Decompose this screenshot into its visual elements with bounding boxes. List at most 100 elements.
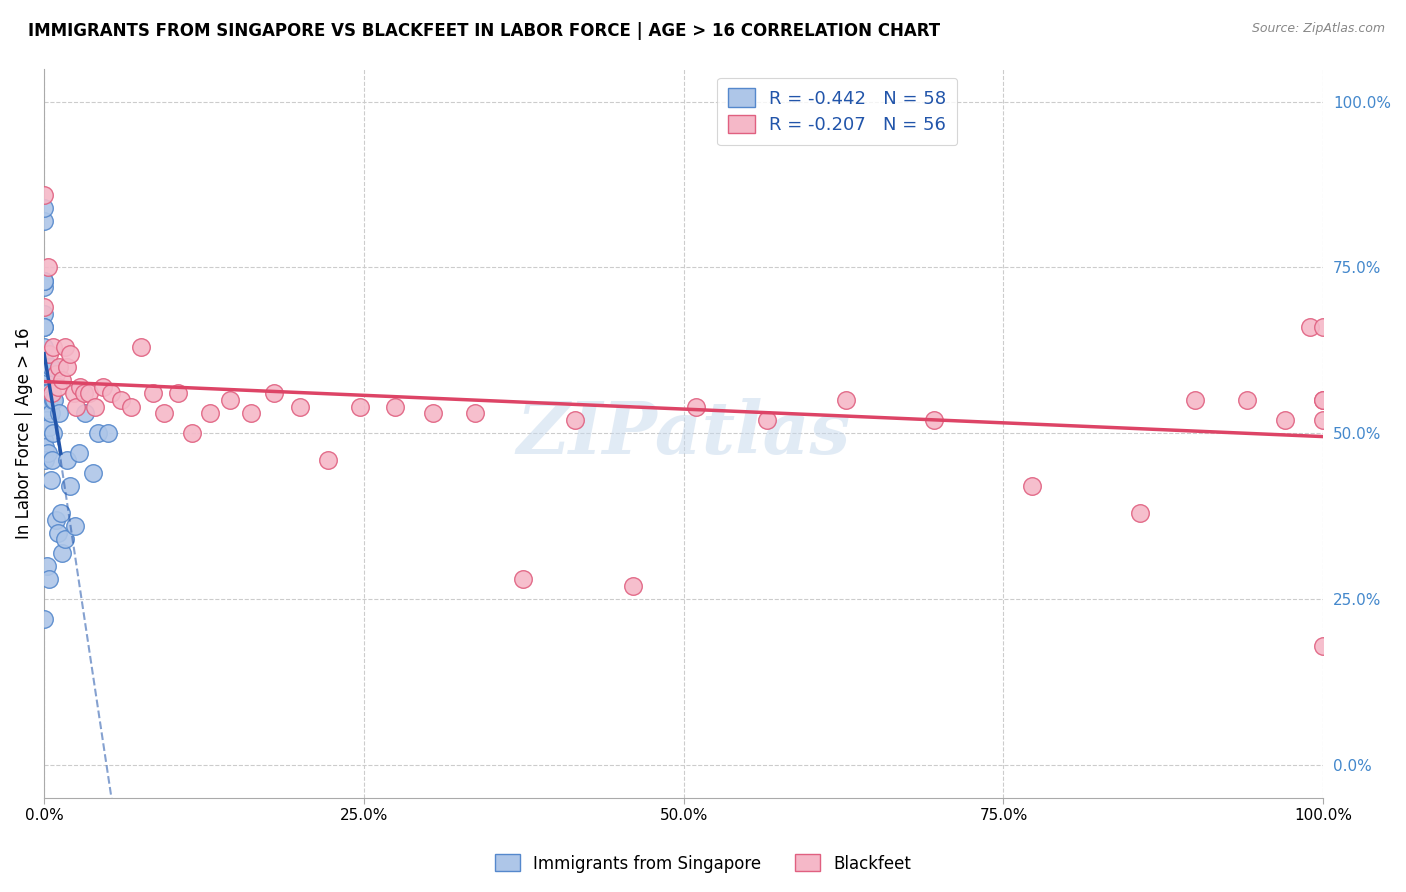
Point xyxy=(32,274,55,288)
Point xyxy=(464,406,486,420)
Text: IMMIGRANTS FROM SINGAPORE VS BLACKFEET IN LABOR FORCE | AGE > 16 CORRELATION CHA: IMMIGRANTS FROM SINGAPORE VS BLACKFEET I… xyxy=(28,22,941,40)
Point xyxy=(59,479,82,493)
Point xyxy=(32,320,55,334)
Point xyxy=(1312,393,1334,408)
Point xyxy=(51,373,73,387)
Point xyxy=(34,452,56,467)
Point xyxy=(835,393,858,408)
Point xyxy=(32,353,55,368)
Point xyxy=(1312,639,1334,653)
Point xyxy=(35,359,58,374)
Point xyxy=(34,413,56,427)
Point xyxy=(240,406,263,420)
Point xyxy=(32,353,55,368)
Point xyxy=(1274,413,1296,427)
Point xyxy=(120,400,142,414)
Point xyxy=(218,393,240,408)
Point xyxy=(42,393,65,408)
Point xyxy=(73,386,96,401)
Point xyxy=(97,426,120,441)
Point xyxy=(1236,393,1258,408)
Point xyxy=(34,440,56,454)
Point xyxy=(69,380,91,394)
Point xyxy=(37,260,59,275)
Point xyxy=(1129,506,1152,520)
Point xyxy=(65,400,87,414)
Point xyxy=(67,446,90,460)
Point xyxy=(153,406,176,420)
Point xyxy=(32,612,55,626)
Point xyxy=(35,386,58,401)
Point xyxy=(53,533,76,547)
Point xyxy=(34,400,56,414)
Point xyxy=(45,512,67,526)
Point xyxy=(32,359,55,374)
Point xyxy=(167,386,190,401)
Point xyxy=(32,400,55,414)
Point xyxy=(512,572,534,586)
Point xyxy=(77,386,100,401)
Point xyxy=(53,340,76,354)
Point xyxy=(1312,393,1334,408)
Point xyxy=(49,506,72,520)
Point xyxy=(32,400,55,414)
Point xyxy=(84,400,107,414)
Point xyxy=(38,419,60,434)
Point xyxy=(924,413,946,427)
Point xyxy=(32,187,55,202)
Point xyxy=(42,340,65,354)
Point xyxy=(142,386,165,401)
Point xyxy=(41,386,63,401)
Point xyxy=(32,373,55,387)
Point xyxy=(46,525,69,540)
Point xyxy=(1312,320,1334,334)
Y-axis label: In Labor Force | Age > 16: In Labor Force | Age > 16 xyxy=(15,327,32,539)
Legend: R = -0.442   N = 58, R = -0.207   N = 56: R = -0.442 N = 58, R = -0.207 N = 56 xyxy=(717,78,957,145)
Point xyxy=(56,452,79,467)
Point xyxy=(87,426,110,441)
Point xyxy=(91,380,114,394)
Text: ZIPatlas: ZIPatlas xyxy=(516,398,851,469)
Point xyxy=(32,280,55,294)
Point xyxy=(32,393,55,408)
Point xyxy=(564,413,586,427)
Point xyxy=(32,406,55,420)
Point xyxy=(32,320,55,334)
Point xyxy=(82,466,104,480)
Text: Source: ZipAtlas.com: Source: ZipAtlas.com xyxy=(1251,22,1385,36)
Point xyxy=(44,393,66,408)
Point xyxy=(56,359,79,374)
Point xyxy=(422,406,444,420)
Point xyxy=(200,406,222,420)
Point xyxy=(42,426,65,441)
Point xyxy=(1021,479,1043,493)
Legend: Immigrants from Singapore, Blackfeet: Immigrants from Singapore, Blackfeet xyxy=(488,847,918,880)
Point xyxy=(38,572,60,586)
Point xyxy=(32,380,55,394)
Point xyxy=(263,386,285,401)
Point xyxy=(384,400,406,414)
Point xyxy=(48,406,70,420)
Point xyxy=(45,367,67,381)
Point xyxy=(100,386,122,401)
Point xyxy=(131,340,153,354)
Point xyxy=(288,400,311,414)
Point xyxy=(35,558,58,573)
Point xyxy=(35,413,58,427)
Point xyxy=(41,452,63,467)
Point xyxy=(621,579,644,593)
Point xyxy=(39,473,62,487)
Point xyxy=(32,300,55,314)
Point xyxy=(38,393,60,408)
Point xyxy=(32,214,55,228)
Point xyxy=(32,340,55,354)
Point xyxy=(62,386,84,401)
Point xyxy=(32,433,55,447)
Point xyxy=(59,347,82,361)
Point xyxy=(37,386,59,401)
Point xyxy=(110,393,132,408)
Point xyxy=(39,359,62,374)
Point xyxy=(34,373,56,387)
Point xyxy=(349,400,371,414)
Point xyxy=(316,452,339,467)
